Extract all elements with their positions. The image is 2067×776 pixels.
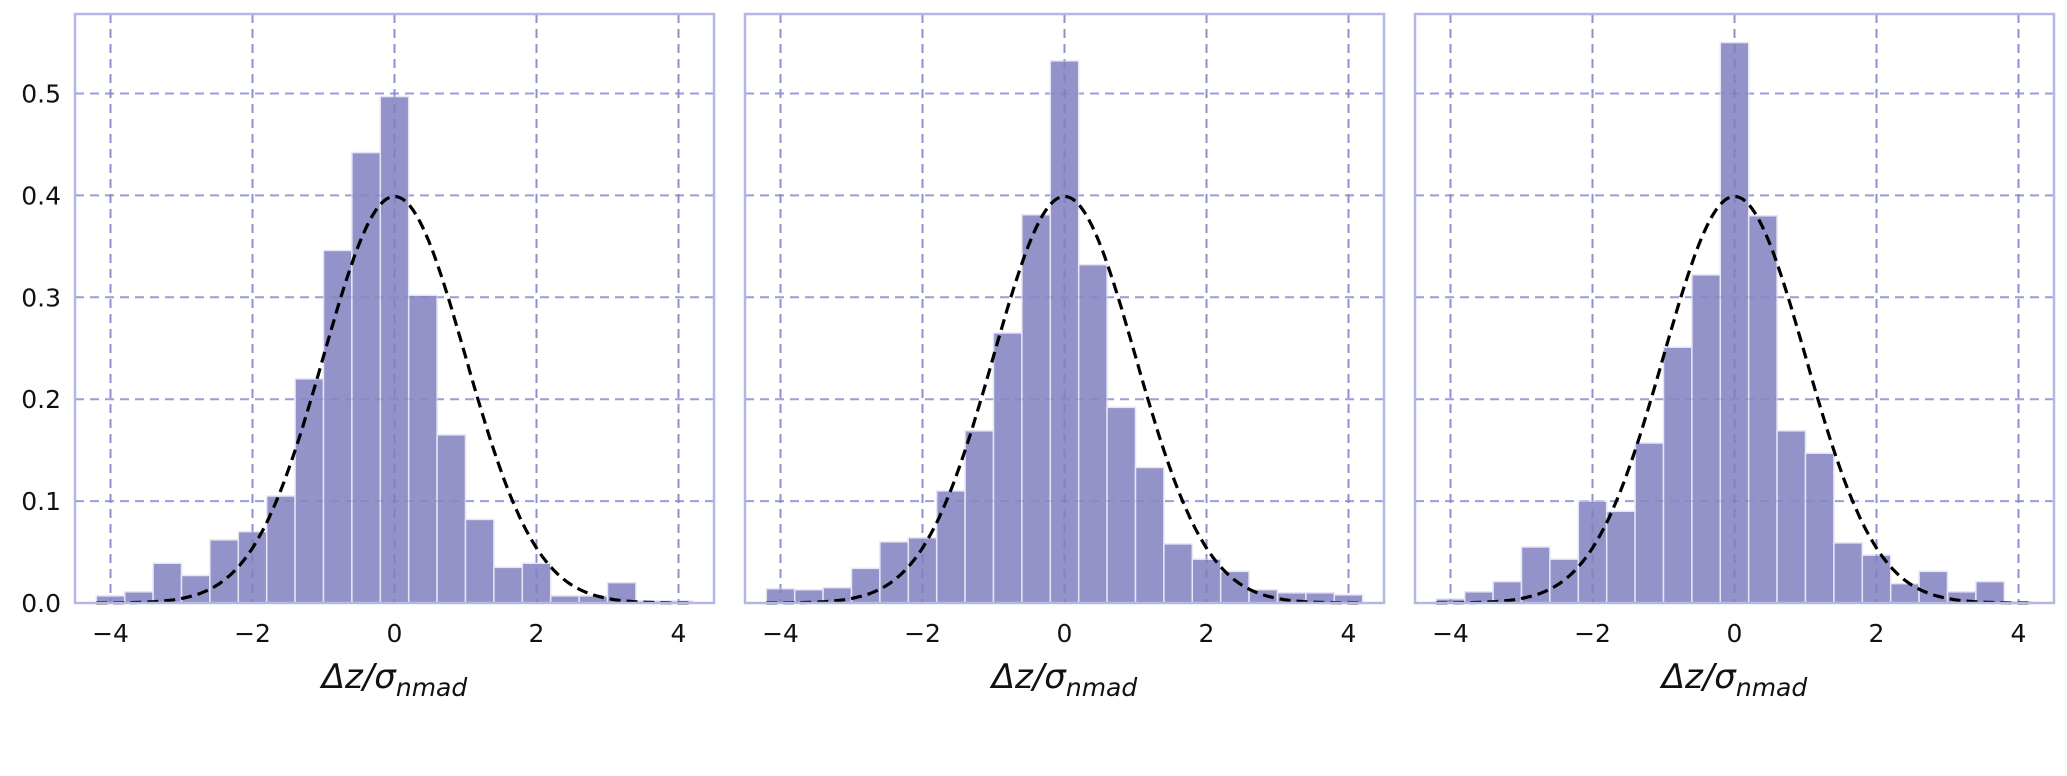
histogram-bar <box>1577 500 1608 604</box>
histogram-bar <box>992 332 1023 604</box>
x-tick-label: 0 <box>1727 619 1743 648</box>
histogram-bar <box>1889 582 1920 604</box>
axes-frame <box>73 12 716 605</box>
x-axis-label-main: Δz/σ <box>989 657 1068 697</box>
normal-pdf-curve <box>96 194 693 605</box>
x-tick-label: 0 <box>387 619 403 648</box>
x-tick-label: −2 <box>1574 619 1611 648</box>
histogram-bar <box>1134 466 1165 604</box>
x-tick-label: −4 <box>92 619 129 648</box>
histogram-bar <box>1219 570 1250 604</box>
axes-frame <box>1413 12 2056 605</box>
y-tick-label: 0.3 <box>21 283 61 312</box>
histogram-bar <box>1163 543 1194 604</box>
histogram-bar <box>1634 442 1665 604</box>
histogram-bar <box>407 294 438 604</box>
x-tick-label: 4 <box>2011 619 2027 648</box>
histogram-bar <box>464 518 495 604</box>
histogram-bar <box>1605 510 1636 604</box>
histogram-bar <box>1804 452 1835 604</box>
histogram-bar <box>935 490 966 604</box>
x-tick-label: −4 <box>762 619 799 648</box>
histogram-bar <box>152 562 183 604</box>
histogram-bar <box>1549 558 1580 604</box>
y-tick-label: 0.0 <box>21 589 61 618</box>
panel-3: −4 −2 0 2 4 Δz/σnmad <box>1413 12 2056 702</box>
histogram-bar <box>351 151 382 604</box>
x-axis-label-main: Δz/σ <box>319 657 398 697</box>
histogram-bar <box>1077 263 1108 604</box>
histogram-bar <box>1049 60 1080 604</box>
normal-pdf-curve <box>1436 194 2033 605</box>
x-axis-label-subscript: nmad <box>1066 673 1138 702</box>
y-tick-label: 0.4 <box>21 181 61 210</box>
histogram-bar <box>964 430 995 604</box>
histogram-bar <box>1191 558 1222 604</box>
histogram-bar <box>1975 580 2006 604</box>
y-tick-label: 0.2 <box>21 385 61 414</box>
histogram-bar <box>521 562 552 604</box>
x-tick-label: −2 <box>234 619 271 648</box>
x-tick-label: 4 <box>671 619 687 648</box>
histogram-bar <box>294 378 325 604</box>
x-axis-label-subscript: nmad <box>396 673 468 702</box>
histogram-bar <box>1747 215 1778 604</box>
x-axis-label-main: Δz/σ <box>1659 657 1738 697</box>
x-tick-label: 0 <box>1057 619 1073 648</box>
x-axis-label-subscript: nmad <box>1736 673 1808 702</box>
normal-pdf-curve <box>766 194 1363 605</box>
axes-frame <box>743 12 1386 605</box>
histogram-bar <box>1776 430 1807 604</box>
x-axis-label: Δz/σnmad <box>989 657 1138 702</box>
histogram-bar <box>1833 542 1864 604</box>
y-tick-label: 0.5 <box>21 79 61 108</box>
histogram-bar <box>1106 406 1137 604</box>
y-tick-label: 0.1 <box>21 487 61 516</box>
x-tick-label: 2 <box>1869 619 1885 648</box>
x-axis-label: Δz/σnmad <box>319 657 468 702</box>
x-tick-label: 4 <box>1341 619 1357 648</box>
x-tick-label: −4 <box>1432 619 1469 648</box>
panel-2: −4 −2 0 2 4 Δz/σnmad <box>743 12 1386 702</box>
histogram-bar <box>436 434 467 604</box>
x-axis-label: Δz/σnmad <box>1659 657 1808 702</box>
histogram-bar <box>379 95 410 604</box>
histogram-bar <box>1662 346 1693 604</box>
x-tick-label: 2 <box>529 619 545 648</box>
panel-1: −4 −2 0 2 4 0.0 0.1 0.2 0.3 0.4 0.5 Δz/σnmad <box>21 12 716 702</box>
histogram-bar <box>1691 274 1722 604</box>
histogram-bar <box>1021 213 1052 604</box>
histogram-bar <box>1520 546 1551 604</box>
histogram-bar <box>493 566 524 604</box>
x-tick-label: −2 <box>904 619 941 648</box>
x-tick-label: 2 <box>1199 619 1215 648</box>
histogram-bar <box>265 495 296 604</box>
